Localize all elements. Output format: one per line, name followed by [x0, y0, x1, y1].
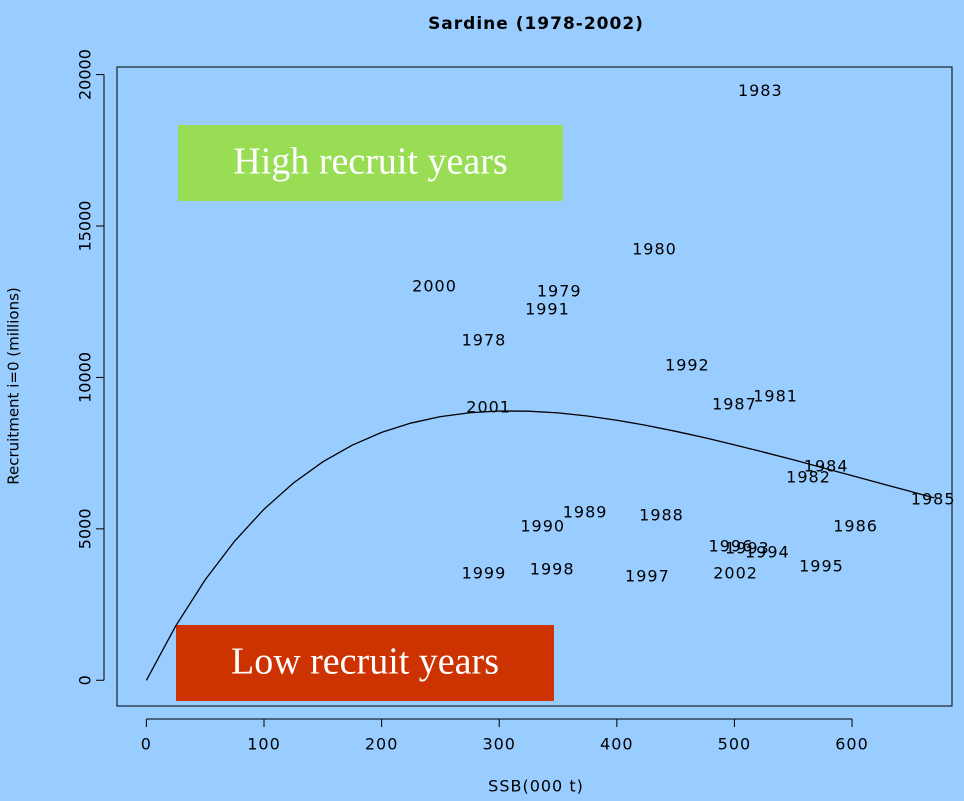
x-axis-label: SSB(000 t) — [488, 777, 584, 796]
y-tick-label: 0 — [76, 675, 95, 685]
x-tick-label: 500 — [718, 735, 752, 754]
y-axis-label: Recruitment i=0 (millions) — [5, 287, 23, 484]
chart-title: Sardine (1978-2002) — [428, 14, 644, 34]
y-tick-label: 20000 — [76, 49, 95, 100]
x-tick-label: 600 — [835, 735, 869, 754]
x-tick-label: 100 — [247, 735, 281, 754]
x-tick-label: 300 — [482, 735, 516, 754]
point-label: 1991 — [525, 299, 570, 318]
point-label: 1987 — [712, 394, 757, 413]
annotation-box — [176, 625, 554, 701]
point-label: 1998 — [530, 560, 575, 579]
annotation-text: High recruit years — [233, 141, 507, 183]
point-label: 2001 — [466, 397, 511, 416]
x-tick-label: 400 — [600, 735, 634, 754]
point-label: 1995 — [799, 557, 844, 576]
point-label: 1980 — [632, 239, 677, 258]
point-label: 1982 — [786, 468, 831, 487]
point-label: 1994 — [745, 543, 790, 562]
point-label: 2000 — [412, 276, 457, 295]
model-curve — [145, 410, 935, 681]
point-label: 1985 — [911, 490, 956, 509]
plot-frame — [116, 66, 953, 707]
point-label: 1978 — [462, 330, 507, 349]
point-label: 1983 — [738, 81, 783, 100]
y-tick-label: 10000 — [76, 352, 95, 403]
y-tick-label: 5000 — [76, 508, 95, 549]
point-label: 1979 — [537, 281, 582, 300]
point-label: 1988 — [639, 506, 684, 525]
x-tick-label: 200 — [365, 735, 399, 754]
point-label: 1981 — [753, 386, 798, 405]
point-label: 1990 — [520, 517, 565, 536]
point-label: 2002 — [713, 564, 758, 583]
point-label: 1992 — [665, 355, 710, 374]
annotation-box — [178, 125, 563, 201]
point-label: 1993 — [725, 539, 770, 558]
point-label: 1997 — [625, 567, 670, 586]
x-tick-label: 0 — [141, 735, 152, 754]
point-label: 1986 — [833, 517, 878, 536]
point-label: 1989 — [563, 503, 608, 522]
y-tick-label: 15000 — [76, 201, 95, 252]
point-label: 1984 — [804, 457, 849, 476]
point-label: 1996 — [709, 537, 754, 556]
annotation-text: Low recruit years — [231, 641, 499, 683]
point-label: 1999 — [462, 564, 507, 583]
